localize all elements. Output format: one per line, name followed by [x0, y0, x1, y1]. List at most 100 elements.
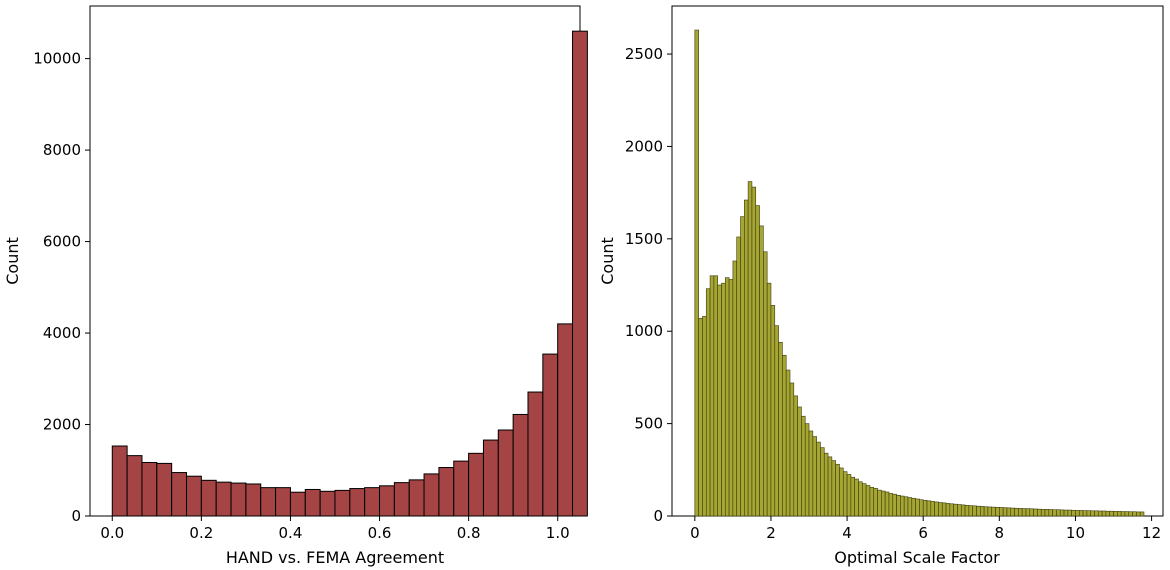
y-tick-label: 2500	[625, 45, 663, 63]
histogram-bar	[938, 502, 943, 517]
histogram-bar	[995, 507, 1000, 517]
histogram-bar	[728, 279, 734, 517]
histogram-bar	[801, 415, 806, 517]
y-tick-label: 0	[653, 507, 663, 525]
histogram-bar	[782, 354, 787, 517]
x-tick-label: 8	[995, 524, 1005, 542]
histogram-bar	[911, 497, 916, 517]
histogram-bar	[542, 353, 559, 517]
histogram-bar	[827, 456, 833, 517]
x-tick-label: 0.0	[100, 524, 124, 542]
bars	[111, 30, 588, 517]
histogram-bar	[319, 490, 336, 517]
histogram-bar	[1006, 507, 1012, 517]
histogram-bar	[763, 251, 768, 517]
histogram-bar	[862, 483, 867, 517]
histogram-bar	[884, 491, 890, 517]
y-axis-label: Count	[598, 237, 617, 285]
histogram-bar	[751, 186, 757, 517]
histogram-bar	[1105, 510, 1111, 517]
histogram-bar	[1139, 511, 1145, 517]
histogram-bar	[1094, 510, 1099, 517]
histogram-bar	[1021, 508, 1027, 517]
x-tick-label: 0.8	[457, 524, 481, 542]
histogram-bar	[230, 482, 247, 517]
histogram-bar	[1071, 509, 1076, 517]
histogram-bar	[200, 479, 217, 517]
histogram-bar	[709, 275, 715, 517]
histogram-bar	[972, 505, 977, 517]
histogram-bar	[1067, 509, 1072, 517]
histogram-bar	[1025, 508, 1031, 517]
histogram-bar	[1124, 511, 1130, 517]
histogram-bar	[854, 478, 859, 517]
histogram-bar	[930, 501, 935, 517]
histogram-bar	[1086, 510, 1091, 517]
histogram-bar	[304, 488, 321, 517]
histogram-bar	[846, 474, 852, 517]
histogram-bar	[1113, 511, 1118, 517]
histogram-bar	[126, 455, 143, 517]
histogram-bar	[705, 288, 711, 517]
histogram-bar	[497, 429, 514, 517]
histogram-bar	[1090, 510, 1095, 517]
histogram-bar	[839, 467, 844, 517]
histogram-bar	[1101, 510, 1107, 517]
histogram-bar	[774, 325, 779, 517]
x-tick-label: 0.6	[368, 524, 392, 542]
x-tick-label: 0.4	[279, 524, 303, 542]
histogram-bar	[953, 503, 958, 517]
histogram-bar	[778, 341, 783, 517]
histogram-bar	[468, 452, 484, 517]
histogram-bar	[979, 506, 985, 517]
histogram-bar	[915, 498, 920, 517]
histogram-bar	[1075, 510, 1080, 517]
histogram-bar	[721, 282, 726, 517]
histogram-bar	[1044, 509, 1050, 517]
x-tick-label: 6	[918, 524, 928, 542]
histogram-bar	[423, 473, 440, 517]
histogram-bar	[858, 481, 863, 517]
histogram-bar	[1109, 510, 1114, 517]
histogram-bar	[789, 382, 795, 517]
histogram-bar	[1117, 511, 1122, 517]
histogram-bar	[919, 499, 924, 517]
histogram-bar	[141, 461, 158, 517]
histogram-bar	[888, 493, 894, 517]
histogram-bar	[831, 460, 836, 517]
histogram-bar	[922, 499, 928, 517]
histogram-bar	[842, 471, 848, 517]
histogram-bar	[820, 447, 825, 517]
histogram-bar	[111, 445, 128, 517]
y-ticks: 0 500 1000 1500 2000 2500	[625, 45, 672, 525]
histogram-bar	[482, 439, 499, 517]
histogram-bar	[736, 236, 741, 517]
histogram-bar	[835, 463, 840, 517]
histogram-bar	[1097, 510, 1103, 517]
y-tick-label: 2000	[43, 416, 81, 434]
histogram-bar	[1029, 508, 1034, 517]
x-tick-label: 12	[1142, 524, 1161, 542]
histogram-bar	[349, 488, 366, 517]
histogram-bar	[896, 494, 901, 517]
histogram-bar	[393, 482, 410, 517]
histogram-bar	[877, 489, 882, 517]
y-axis-label: Count	[3, 237, 22, 285]
histogram-bar	[1010, 507, 1015, 517]
histogram-bar	[941, 502, 947, 517]
histogram-bar	[512, 413, 529, 517]
histogram-bar	[717, 284, 722, 517]
histogram-bar	[983, 506, 989, 517]
histogram-scale-factor: 0 2 4 6 8 10 12 0 500 1000 1500 2000 2500 Optimal S…	[598, 5, 1164, 567]
histogram-bar	[408, 479, 425, 517]
histogram-bar	[865, 485, 871, 517]
histogram-bar	[186, 475, 202, 517]
histogram-bar	[724, 277, 730, 517]
histogram-bar	[812, 436, 817, 517]
histogram-bar	[926, 500, 932, 517]
histogram-bar	[1082, 510, 1088, 517]
histogram-bar	[275, 487, 291, 517]
histogram-bar	[1078, 510, 1084, 517]
x-tick-label: 2	[766, 524, 776, 542]
